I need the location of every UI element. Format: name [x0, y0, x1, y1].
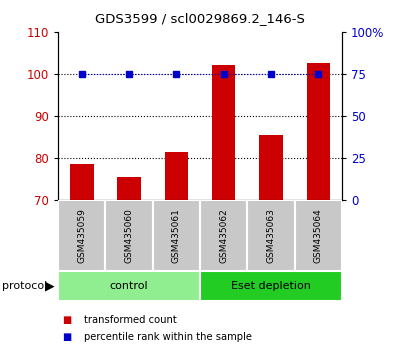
Bar: [200, 271, 342, 301]
Text: ■: ■: [62, 332, 71, 342]
Text: GDS3599 / scl0029869.2_146-S: GDS3599 / scl0029869.2_146-S: [95, 12, 305, 25]
Text: Eset depletion: Eset depletion: [231, 281, 311, 291]
Bar: [58, 200, 105, 271]
Text: ■: ■: [62, 315, 71, 325]
Text: control: control: [110, 281, 148, 291]
Bar: [153, 200, 200, 271]
Text: GSM435059: GSM435059: [77, 208, 86, 263]
Bar: [247, 200, 295, 271]
Bar: [105, 200, 153, 271]
Text: protocol: protocol: [2, 281, 47, 291]
Bar: [117, 177, 141, 200]
Text: transformed count: transformed count: [84, 315, 177, 325]
Bar: [70, 164, 94, 200]
Text: GSM435060: GSM435060: [124, 208, 134, 263]
Text: GSM435061: GSM435061: [172, 208, 181, 263]
Text: GSM435062: GSM435062: [219, 208, 228, 263]
Bar: [259, 135, 283, 200]
Text: ▶: ▶: [45, 279, 54, 292]
Bar: [295, 200, 342, 271]
Bar: [306, 63, 330, 200]
Bar: [58, 271, 200, 301]
Bar: [212, 65, 236, 200]
Text: GSM435064: GSM435064: [314, 208, 323, 263]
Text: GSM435063: GSM435063: [266, 208, 276, 263]
Text: percentile rank within the sample: percentile rank within the sample: [84, 332, 252, 342]
Bar: [200, 200, 247, 271]
Bar: [164, 152, 188, 200]
